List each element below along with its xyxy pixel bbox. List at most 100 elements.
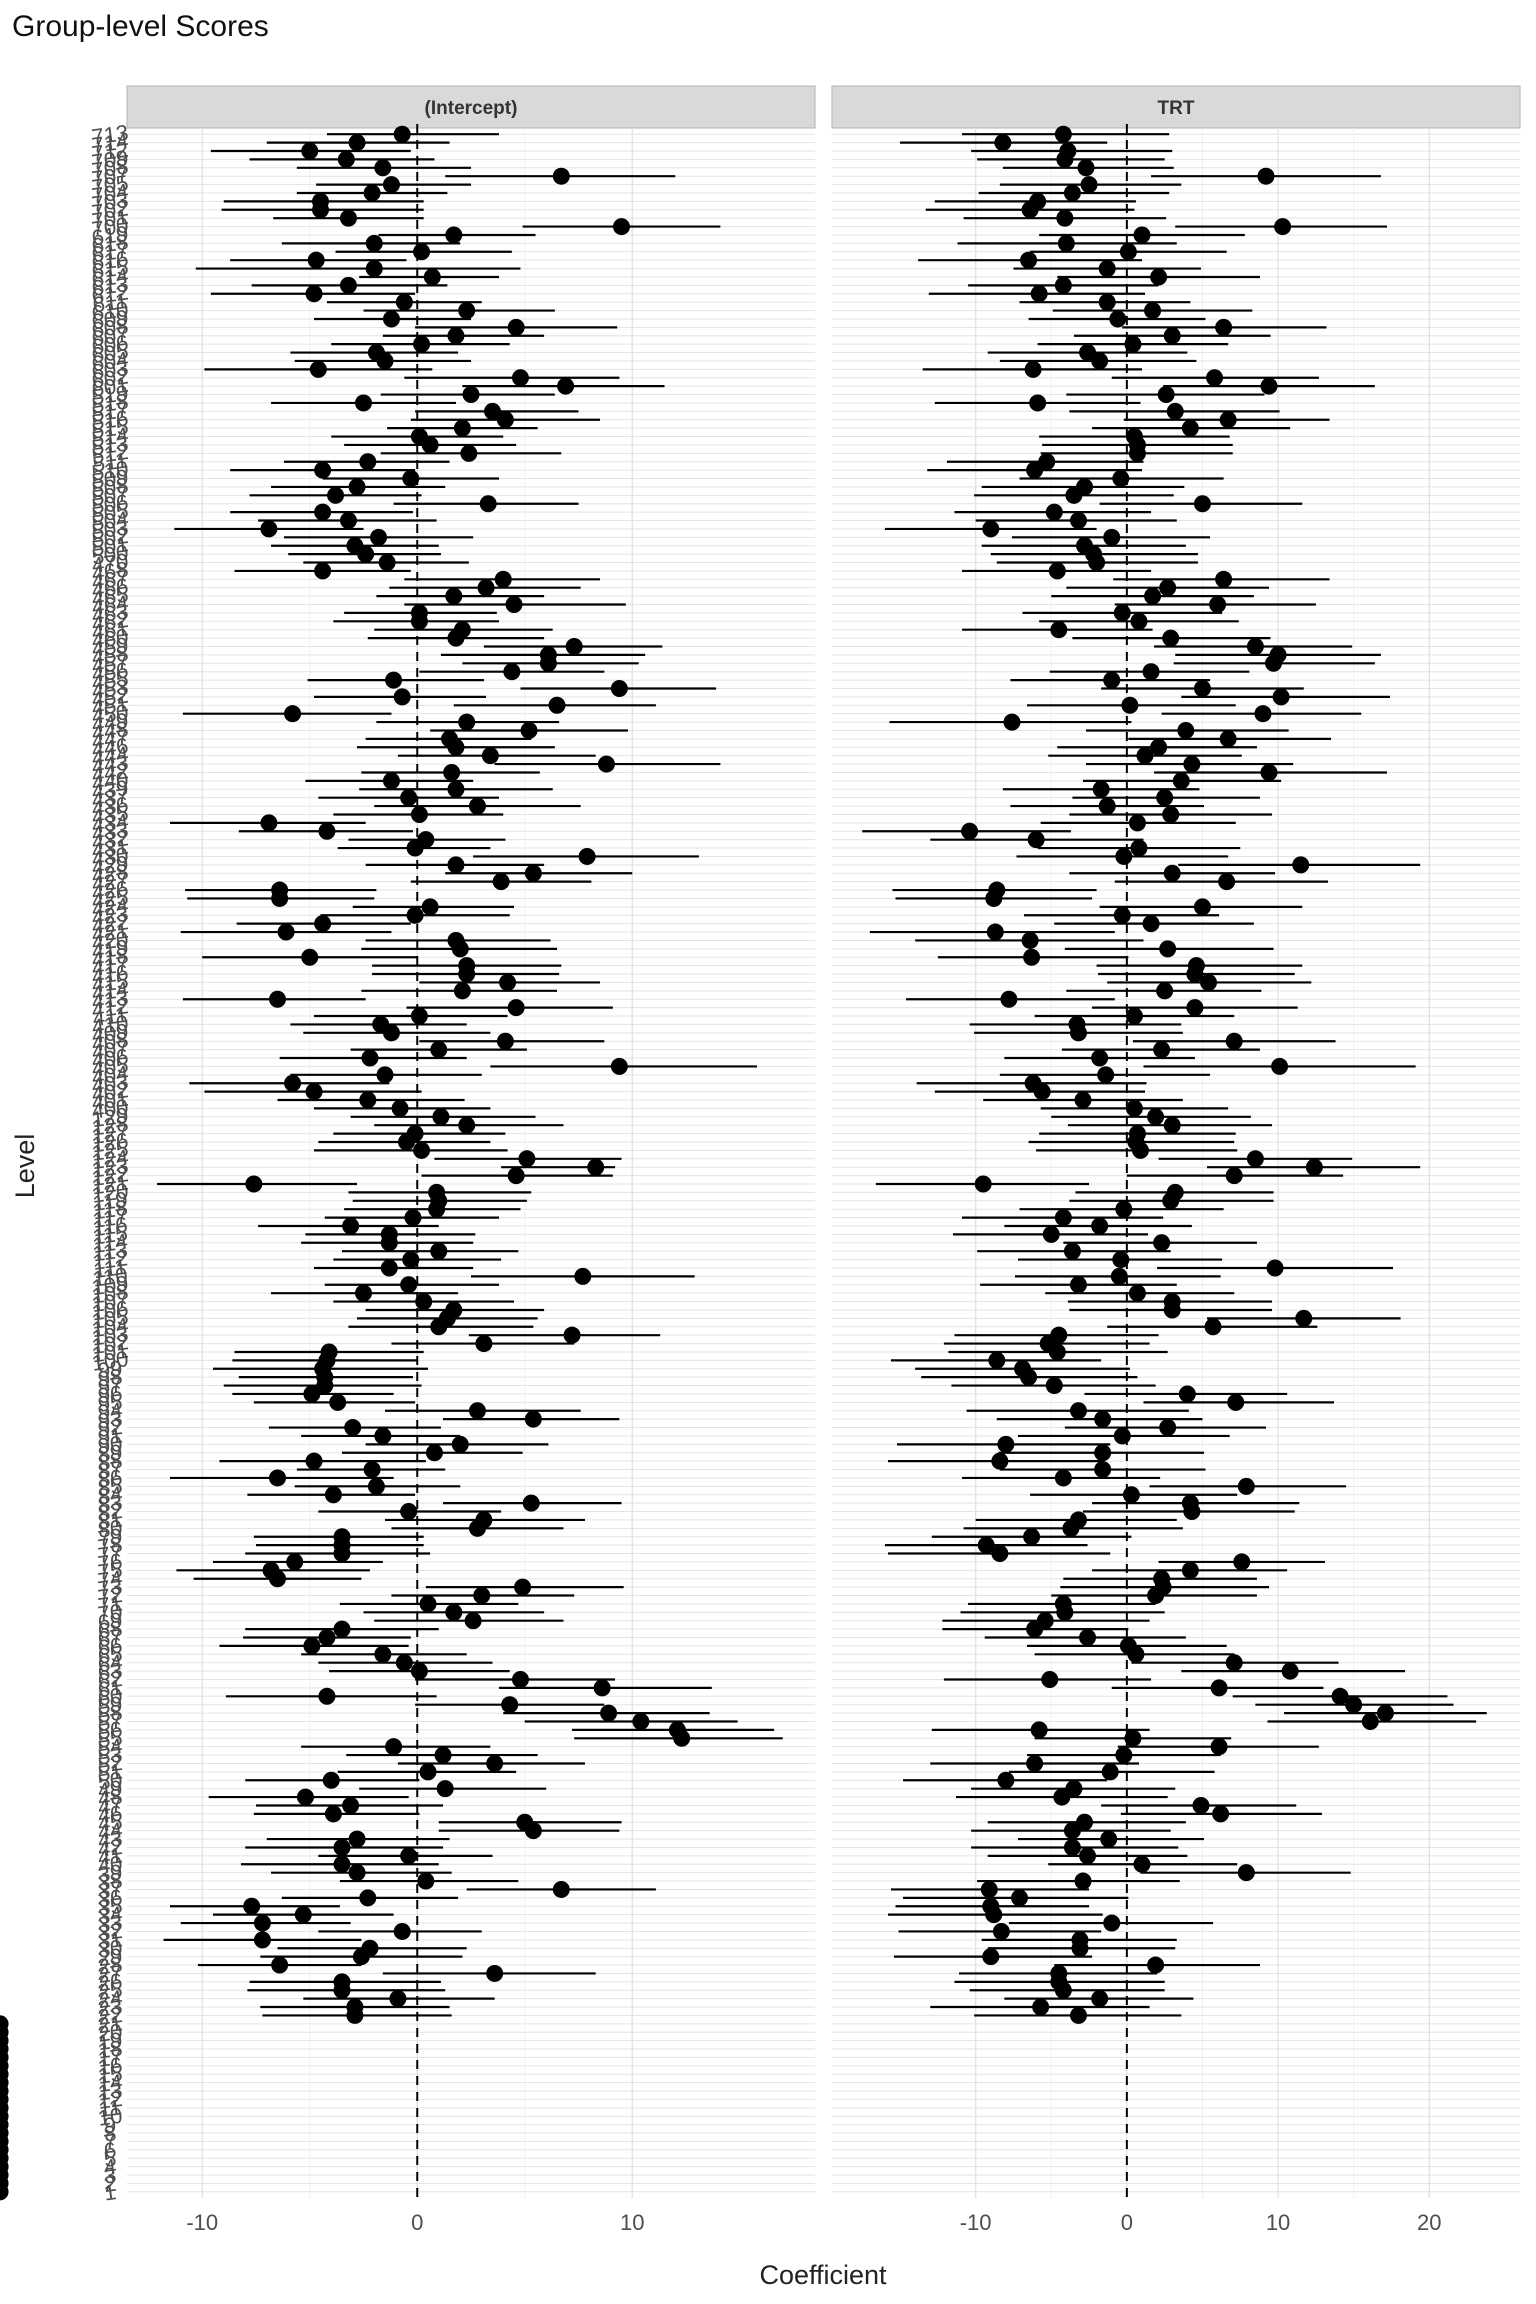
estimate-point — [1062, 1519, 1080, 1537]
y-tick-label: 6 — [102, 2137, 118, 2163]
y-tick-label: 417 — [90, 951, 130, 981]
estimate-point — [271, 1956, 289, 1974]
estimate-point — [303, 1385, 321, 1403]
y-tick-label: 50 — [96, 1767, 124, 1795]
y-tick-label: 48 — [96, 1784, 124, 1812]
y-tick-label: 88 — [96, 1448, 124, 1476]
estimate-point — [307, 251, 325, 269]
estimate-point — [988, 1351, 1006, 1369]
estimate-point — [286, 1553, 304, 1571]
estimate-point — [1115, 1200, 1133, 1218]
y-tick-label: 112 — [91, 1245, 129, 1275]
estimate-point — [352, 1948, 370, 1966]
y-tick-label: 448 — [90, 716, 130, 746]
estimate-point — [1088, 554, 1106, 572]
y-tick-label: 119 — [91, 1186, 129, 1216]
estimate-point — [430, 1242, 448, 1260]
estimate-point — [1119, 243, 1137, 261]
y-tick-label: 453 — [90, 674, 130, 704]
y-tick-label: 64 — [96, 1649, 124, 1677]
estimate-point — [1331, 1687, 1349, 1705]
y-tick-label: 410 — [90, 1010, 130, 1040]
x-tick-label: -10 — [186, 2210, 218, 2235]
estimate-point — [1103, 1914, 1121, 1932]
estimate-point — [1274, 218, 1292, 236]
estimate-point — [1225, 1032, 1243, 1050]
y-tick-label: 714 — [90, 128, 130, 158]
estimate-point — [415, 1293, 433, 1311]
estimate-point — [413, 335, 431, 353]
y-tick-label: 20 — [96, 2019, 124, 2047]
estimate-point — [0, 2183, 9, 2201]
estimate-point — [1305, 1158, 1323, 1176]
y-tick-label: 129 — [90, 1102, 130, 1132]
estimate-point — [1246, 1150, 1264, 1168]
estimate-point — [1050, 621, 1068, 639]
estimate-point — [357, 545, 375, 563]
y-tick-label: 95 — [96, 1389, 124, 1417]
y-tick-label: 55 — [96, 1725, 124, 1753]
y-tick-label: 503 — [90, 514, 130, 544]
y-tick-label: 107 — [90, 1287, 130, 1317]
estimate-point — [1103, 671, 1121, 689]
estimate-point — [269, 1570, 286, 1588]
y-tick-label: 56 — [96, 1716, 124, 1744]
y-tick-label: 40 — [96, 1851, 124, 1879]
y-tick-label: 508 — [90, 472, 130, 502]
y-tick-label: 92 — [96, 1414, 124, 1442]
y-tick-label: 412 — [90, 993, 130, 1023]
estimate-point — [974, 1175, 992, 1193]
estimate-point — [370, 528, 388, 546]
estimate-point — [363, 184, 381, 202]
estimate-point — [511, 1671, 529, 1688]
y-tick-label: 414 — [90, 976, 130, 1006]
y-tick-label: 703 — [90, 187, 130, 217]
y-tick-label: 610 — [90, 296, 130, 326]
estimate-point — [447, 780, 465, 798]
y-tick-label: 609 — [90, 305, 130, 335]
estimate-point — [1076, 1813, 1094, 1831]
y-tick-label: 17 — [96, 2044, 124, 2072]
y-tick-label: 452 — [90, 682, 130, 712]
estimate-point — [1038, 453, 1056, 471]
estimate-point — [1210, 1679, 1228, 1697]
estimate-point — [1215, 318, 1233, 336]
y-tick-label: 451 — [90, 691, 130, 721]
estimate-point — [413, 243, 431, 261]
estimate-point — [333, 1620, 351, 1638]
estimate-point — [447, 629, 465, 647]
estimate-point — [1080, 176, 1098, 194]
y-tick-label: 504 — [90, 506, 130, 536]
estimate-point — [346, 2006, 364, 2024]
y-tick-label: 4 — [102, 2154, 118, 2180]
estimate-point — [1265, 654, 1283, 672]
y-tick-label: 446 — [90, 733, 130, 763]
y-tick-label: 615 — [90, 254, 130, 284]
estimate-point — [1110, 1267, 1128, 1285]
estimate-point — [1101, 1763, 1119, 1781]
y-tick-label: 74 — [96, 1565, 124, 1593]
estimate-point — [1257, 167, 1275, 185]
estimate-point — [961, 822, 979, 840]
estimate-point — [1183, 1503, 1201, 1521]
estimate-point — [359, 1889, 377, 1907]
y-tick-label: 501 — [90, 531, 130, 561]
estimate-point — [464, 1612, 482, 1630]
estimate-point — [1063, 184, 1081, 202]
y-tick-label: 9 — [102, 2112, 118, 2138]
estimate-point — [400, 1847, 418, 1865]
y-tick-label: 514 — [90, 422, 130, 452]
y-tick-label: 87 — [96, 1456, 124, 1484]
y-tick-label: 618 — [90, 229, 130, 259]
estimate-point — [365, 234, 383, 252]
y-tick-label: 603 — [90, 355, 130, 385]
estimate-point — [380, 1259, 398, 1277]
y-tick-label: 413 — [90, 985, 130, 1015]
y-tick-label: 106 — [90, 1296, 130, 1326]
estimate-point — [316, 1377, 334, 1395]
y-tick-label: 455 — [90, 666, 130, 696]
estimate-point — [1156, 789, 1174, 807]
estimate-point — [613, 218, 630, 236]
estimate-point — [507, 999, 525, 1017]
y-tick-label: 94 — [96, 1397, 124, 1425]
